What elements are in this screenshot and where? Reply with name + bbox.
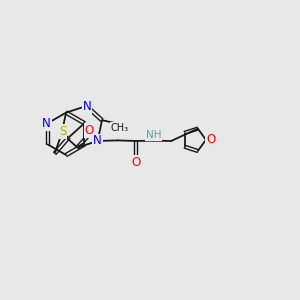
Text: S: S: [59, 125, 66, 138]
Text: N: N: [42, 117, 51, 130]
Text: N: N: [93, 134, 102, 148]
Text: O: O: [85, 124, 94, 137]
Text: N: N: [82, 100, 91, 113]
Text: O: O: [206, 133, 216, 146]
Text: NH: NH: [146, 130, 161, 140]
Text: O: O: [131, 156, 140, 169]
Text: CH₃: CH₃: [111, 123, 129, 133]
